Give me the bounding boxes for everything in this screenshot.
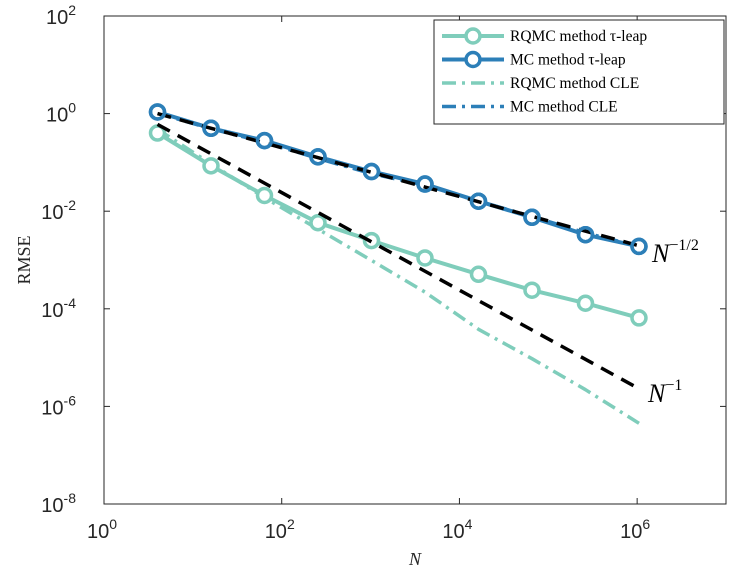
series-point [630, 237, 648, 256]
x-axis-label: N [408, 549, 422, 569]
y-tick-labels: 102 100 10-2 10-4 10-6 10-8 [41, 2, 76, 517]
series-point [469, 265, 488, 284]
y-tick-label: 10-4 [41, 295, 76, 322]
series-point [362, 162, 381, 181]
x-tick-label: 106 [620, 516, 650, 543]
legend-marker [464, 27, 482, 45]
series-point [469, 192, 488, 210]
series-point [523, 281, 541, 299]
series-point [255, 186, 274, 205]
reference-label: N−1/2 [651, 237, 699, 268]
x-tick-labels: 100 102 104 106 [87, 516, 650, 543]
x-tick-label: 102 [265, 516, 295, 543]
legend-label: RQMC method CLE [510, 75, 639, 92]
series-point [416, 175, 434, 193]
legend-label: RQMC method τ-leap [510, 28, 647, 45]
series-point [416, 249, 434, 267]
legend: RQMC method τ-leap MC method τ-leap RQMC m… [433, 19, 725, 125]
series-point [255, 131, 274, 150]
x-tick-label: 104 [442, 516, 472, 543]
y-tick-label: 100 [46, 100, 76, 127]
x-tick-label: 100 [87, 516, 117, 543]
series-line [156, 131, 640, 320]
series-point [202, 157, 220, 175]
reference-label: N−1 [647, 377, 682, 408]
y-tick-label: 102 [46, 2, 76, 29]
legend-marker [464, 50, 482, 69]
series-point [576, 225, 595, 244]
series-point [309, 148, 327, 166]
reference-annotations: N−1/2 N−1 [647, 237, 699, 408]
axes-box [103, 15, 727, 505]
y-tick-label: 10-8 [41, 490, 76, 517]
series-point [576, 294, 595, 312]
series-point [523, 208, 541, 227]
series-point [202, 119, 220, 138]
series-line [156, 127, 640, 425]
legend-label: MC method τ-leap [510, 52, 626, 69]
reference-line [157, 111, 640, 248]
plot-lines [148, 103, 648, 425]
series-point [309, 213, 327, 232]
tick-marks [103, 15, 726, 505]
y-axis-label: RMSE [14, 235, 34, 284]
y-tick-label: 10-2 [41, 197, 76, 224]
series-point [630, 309, 648, 327]
legend-label: MC method CLE [510, 99, 618, 116]
reference-line [156, 122, 640, 391]
series-point [148, 103, 167, 121]
y-tick-label: 10-6 [41, 392, 76, 419]
